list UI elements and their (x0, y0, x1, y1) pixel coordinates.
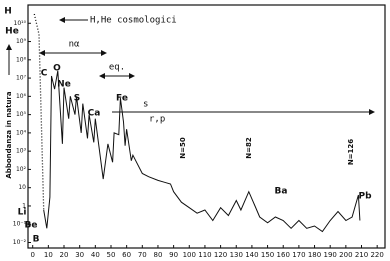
x-tick-label: 50 (107, 251, 116, 259)
annotation: Pb (358, 192, 372, 202)
x-tick-label: 210 (355, 251, 368, 259)
annotation: S (74, 94, 80, 104)
y-axis-label: Abbondanza in natura (5, 91, 13, 178)
y-tick-label: 10⁵ (16, 111, 27, 118)
data-line (33, 13, 45, 211)
annotation: r,p (149, 115, 165, 125)
y-tick-label: 10⁷ (16, 75, 27, 82)
x-tick-label: 10 (44, 251, 53, 259)
annotation: C (41, 69, 48, 79)
annotation: N=82 (245, 137, 253, 159)
annotation: H,He cosmologici (90, 16, 177, 26)
y-tick-label: 10² (16, 166, 27, 173)
x-tick-label: 200 (339, 251, 352, 259)
annotation: Fe (116, 94, 128, 104)
x-tick-label: 160 (277, 251, 290, 259)
y-tick-label: 10³ (16, 148, 27, 155)
x-tick-label: 150 (261, 251, 274, 259)
x-tick-label: 190 (324, 251, 337, 259)
annotation: B (33, 235, 40, 245)
x-tick-label: 30 (75, 251, 84, 259)
y-tick-label: 10¹⁰ (14, 20, 27, 27)
annotation: H (4, 7, 12, 17)
x-tick-label: 120 (214, 251, 227, 259)
x-tick-label: 20 (60, 251, 69, 259)
y-tick-label: 10⁹ (16, 38, 27, 45)
x-tick-label: 130 (230, 251, 243, 259)
annotation: O (53, 64, 61, 74)
x-tick-label: 0 (30, 251, 34, 259)
annotation: Ba (275, 187, 288, 197)
x-tick-label: 40 (91, 251, 100, 259)
y-tick-label: 10 (18, 184, 26, 191)
annotation: N=50 (179, 137, 187, 159)
y-tick-label: 1 (22, 202, 26, 209)
y-tick-label: 10⁻² (13, 239, 27, 246)
annotation: Ca (88, 109, 101, 119)
x-tick-label: 70 (138, 251, 147, 259)
x-tick-label: 170 (292, 251, 305, 259)
y-tick-label: 10⁴ (16, 129, 27, 136)
x-tick-label: 60 (122, 251, 131, 259)
y-tick-label: 10⁻¹ (13, 221, 27, 228)
annotation: He (5, 27, 19, 37)
annotation: s (143, 100, 148, 110)
x-tick-label: 100 (183, 251, 196, 259)
annotation: eq. (109, 63, 125, 73)
annotation: Ne (57, 80, 71, 90)
x-tick-label: 140 (245, 251, 258, 259)
x-tick-label: 90 (169, 251, 178, 259)
x-tick-label: 220 (370, 251, 383, 259)
x-tick-label: 110 (198, 251, 211, 259)
x-tick-label: 180 (308, 251, 321, 259)
data-line (43, 70, 361, 233)
x-tick-label: 80 (153, 251, 162, 259)
plot-frame (27, 4, 386, 249)
annotation: Li (18, 208, 27, 218)
y-tick-label: 10⁸ (16, 56, 27, 63)
annotation: Be (25, 221, 38, 231)
y-tick-label: 10⁶ (16, 93, 27, 100)
annotation: nα (69, 40, 80, 50)
annotation: N=126 (347, 139, 355, 165)
